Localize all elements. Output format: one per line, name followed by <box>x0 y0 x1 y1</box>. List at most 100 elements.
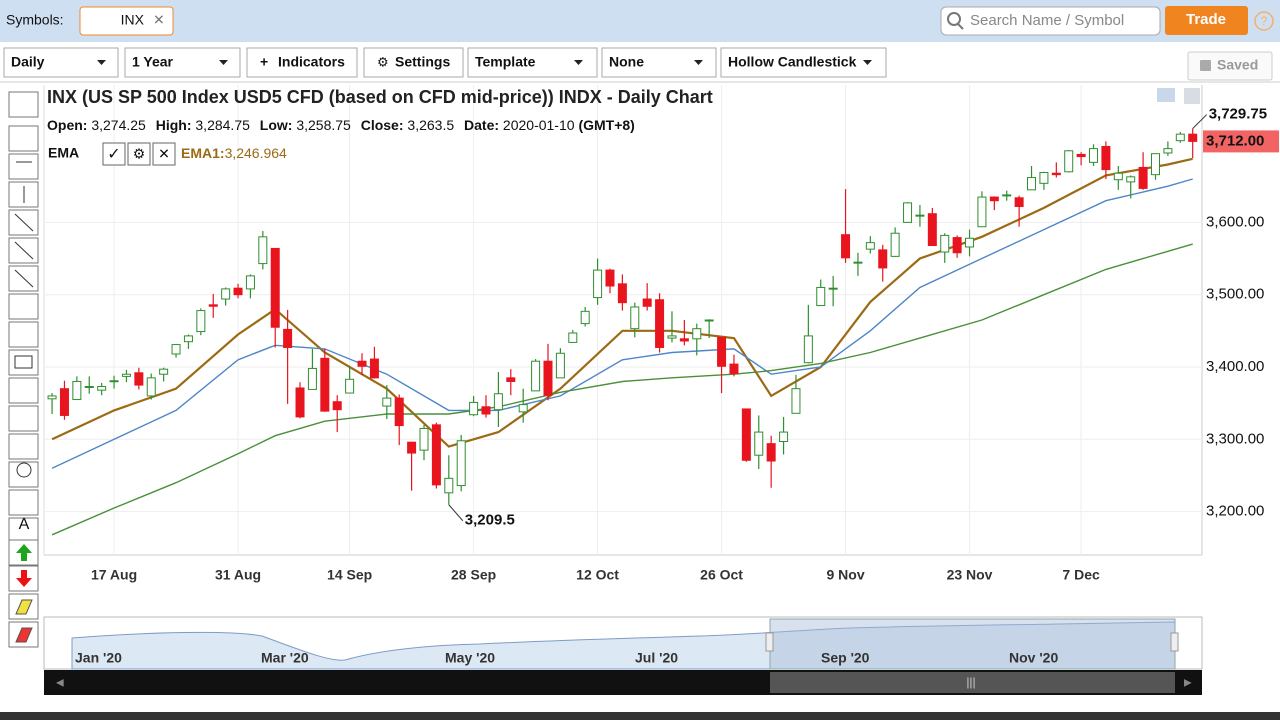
x-tick-label: 31 Aug <box>215 567 261 583</box>
print-icon[interactable] <box>1184 88 1200 104</box>
tool-icon <box>14 355 33 369</box>
y-tick-label: 3,500.00 <box>1206 286 1264 303</box>
candle-body <box>208 304 218 307</box>
indicator-toggle[interactable] <box>102 142 126 166</box>
button-label: None <box>609 54 644 70</box>
candle-body <box>258 236 268 265</box>
scrollbar-thumb[interactable] <box>770 672 1175 693</box>
candle-body <box>159 368 169 375</box>
x-tick-label: 28 Sep <box>451 567 496 583</box>
template-dropdown[interactable] <box>467 47 598 78</box>
candle-body <box>382 397 392 407</box>
symbols-label: Symbols: <box>6 12 64 28</box>
candle-body <box>245 275 255 290</box>
candle-body <box>1113 172 1123 181</box>
saved-button[interactable] <box>1187 51 1273 81</box>
indicator-settings[interactable] <box>127 142 151 166</box>
candle-body <box>655 299 665 348</box>
candle-body <box>345 378 355 394</box>
button-label: Settings <box>395 54 450 70</box>
tool-button[interactable] <box>8 293 39 320</box>
candle-body <box>456 440 466 487</box>
tool-button[interactable] <box>8 321 39 348</box>
range-dropdown[interactable] <box>124 47 241 78</box>
symbol-input[interactable] <box>79 6 174 36</box>
candle-body <box>890 232 900 257</box>
symbol-value: INX <box>121 12 145 28</box>
tool-button[interactable] <box>8 489 39 516</box>
candle-body <box>233 287 243 296</box>
image-icon[interactable] <box>1157 88 1175 102</box>
save-icon <box>1200 60 1211 71</box>
candle-body <box>903 202 913 223</box>
candle-body <box>1089 148 1099 163</box>
scroll-right[interactable]: ▶ <box>1184 678 1192 689</box>
tool-button[interactable] <box>8 517 39 544</box>
candle-body <box>307 367 317 390</box>
candle-body <box>506 377 516 382</box>
candle-body <box>332 401 342 411</box>
candle-body <box>717 336 727 367</box>
candle-body <box>221 288 231 300</box>
tool-icon <box>15 599 33 615</box>
candle-body <box>1163 148 1173 154</box>
candle-body <box>729 363 739 375</box>
dropdown-arrow <box>97 60 106 65</box>
candle-body <box>568 332 578 343</box>
candle-body <box>469 401 479 416</box>
y-tick-label: 3,200.00 <box>1206 503 1264 520</box>
saved-label: Saved <box>1217 57 1258 73</box>
tool-button[interactable] <box>8 593 39 620</box>
candle-body <box>803 335 813 364</box>
search-icon <box>957 23 964 30</box>
drawing-tools: A <box>8 91 39 648</box>
gear-icon: ⚙ <box>377 54 389 69</box>
tool-button[interactable] <box>8 405 39 432</box>
candle-body <box>59 388 69 416</box>
help-icon[interactable] <box>1254 11 1274 31</box>
tool-icon <box>14 213 34 232</box>
ema-line <box>51 243 1193 536</box>
tool-icon <box>14 241 34 260</box>
trade-button[interactable] <box>1165 6 1248 35</box>
tool-button[interactable] <box>8 91 39 118</box>
navigator-handle[interactable] <box>765 632 774 652</box>
candle-body <box>109 380 119 383</box>
tool-button[interactable] <box>8 153 39 180</box>
candle-body <box>1051 172 1061 176</box>
dropdown-arrow <box>574 60 583 65</box>
chart-type-dropdown[interactable] <box>720 47 887 78</box>
tool-button[interactable] <box>8 433 39 460</box>
scrollbar-grip: ||| <box>966 675 975 689</box>
tool-button[interactable] <box>8 461 39 488</box>
check-icon: ✓ <box>107 146 120 163</box>
indicator-remove[interactable] <box>152 142 176 166</box>
candle-body <box>1126 176 1136 183</box>
search-icon <box>947 12 961 26</box>
navigator-handle[interactable] <box>1170 632 1179 652</box>
settings-button[interactable] <box>363 47 464 78</box>
button-label: Indicators <box>278 54 345 70</box>
clear-icon[interactable]: ✕ <box>153 12 165 28</box>
candle-body <box>940 234 950 253</box>
candle-body <box>766 443 776 462</box>
candle-body <box>531 360 541 392</box>
button-label: Template <box>475 54 536 70</box>
button-label: 1 Year <box>132 54 174 70</box>
tool-button[interactable] <box>8 125 39 152</box>
chart-title: INX (US SP 500 Index USD5 CFD (based on … <box>47 87 713 107</box>
candle-body <box>146 377 156 397</box>
candle-body <box>1014 197 1024 207</box>
candle-body <box>667 335 677 339</box>
tool-button[interactable] <box>8 349 39 376</box>
tool-button[interactable] <box>8 377 39 404</box>
indicators-button[interactable] <box>246 47 358 78</box>
navigator-label: Jan '20 <box>75 650 122 666</box>
candle-body <box>47 395 57 400</box>
candle-body <box>965 237 975 248</box>
y-tick-label: 3,300.00 <box>1206 430 1264 447</box>
last-price-tag <box>1203 130 1279 153</box>
period-dropdown[interactable] <box>3 47 119 78</box>
scroll-left[interactable]: ◀ <box>56 678 64 689</box>
search-box[interactable] <box>940 6 1161 36</box>
